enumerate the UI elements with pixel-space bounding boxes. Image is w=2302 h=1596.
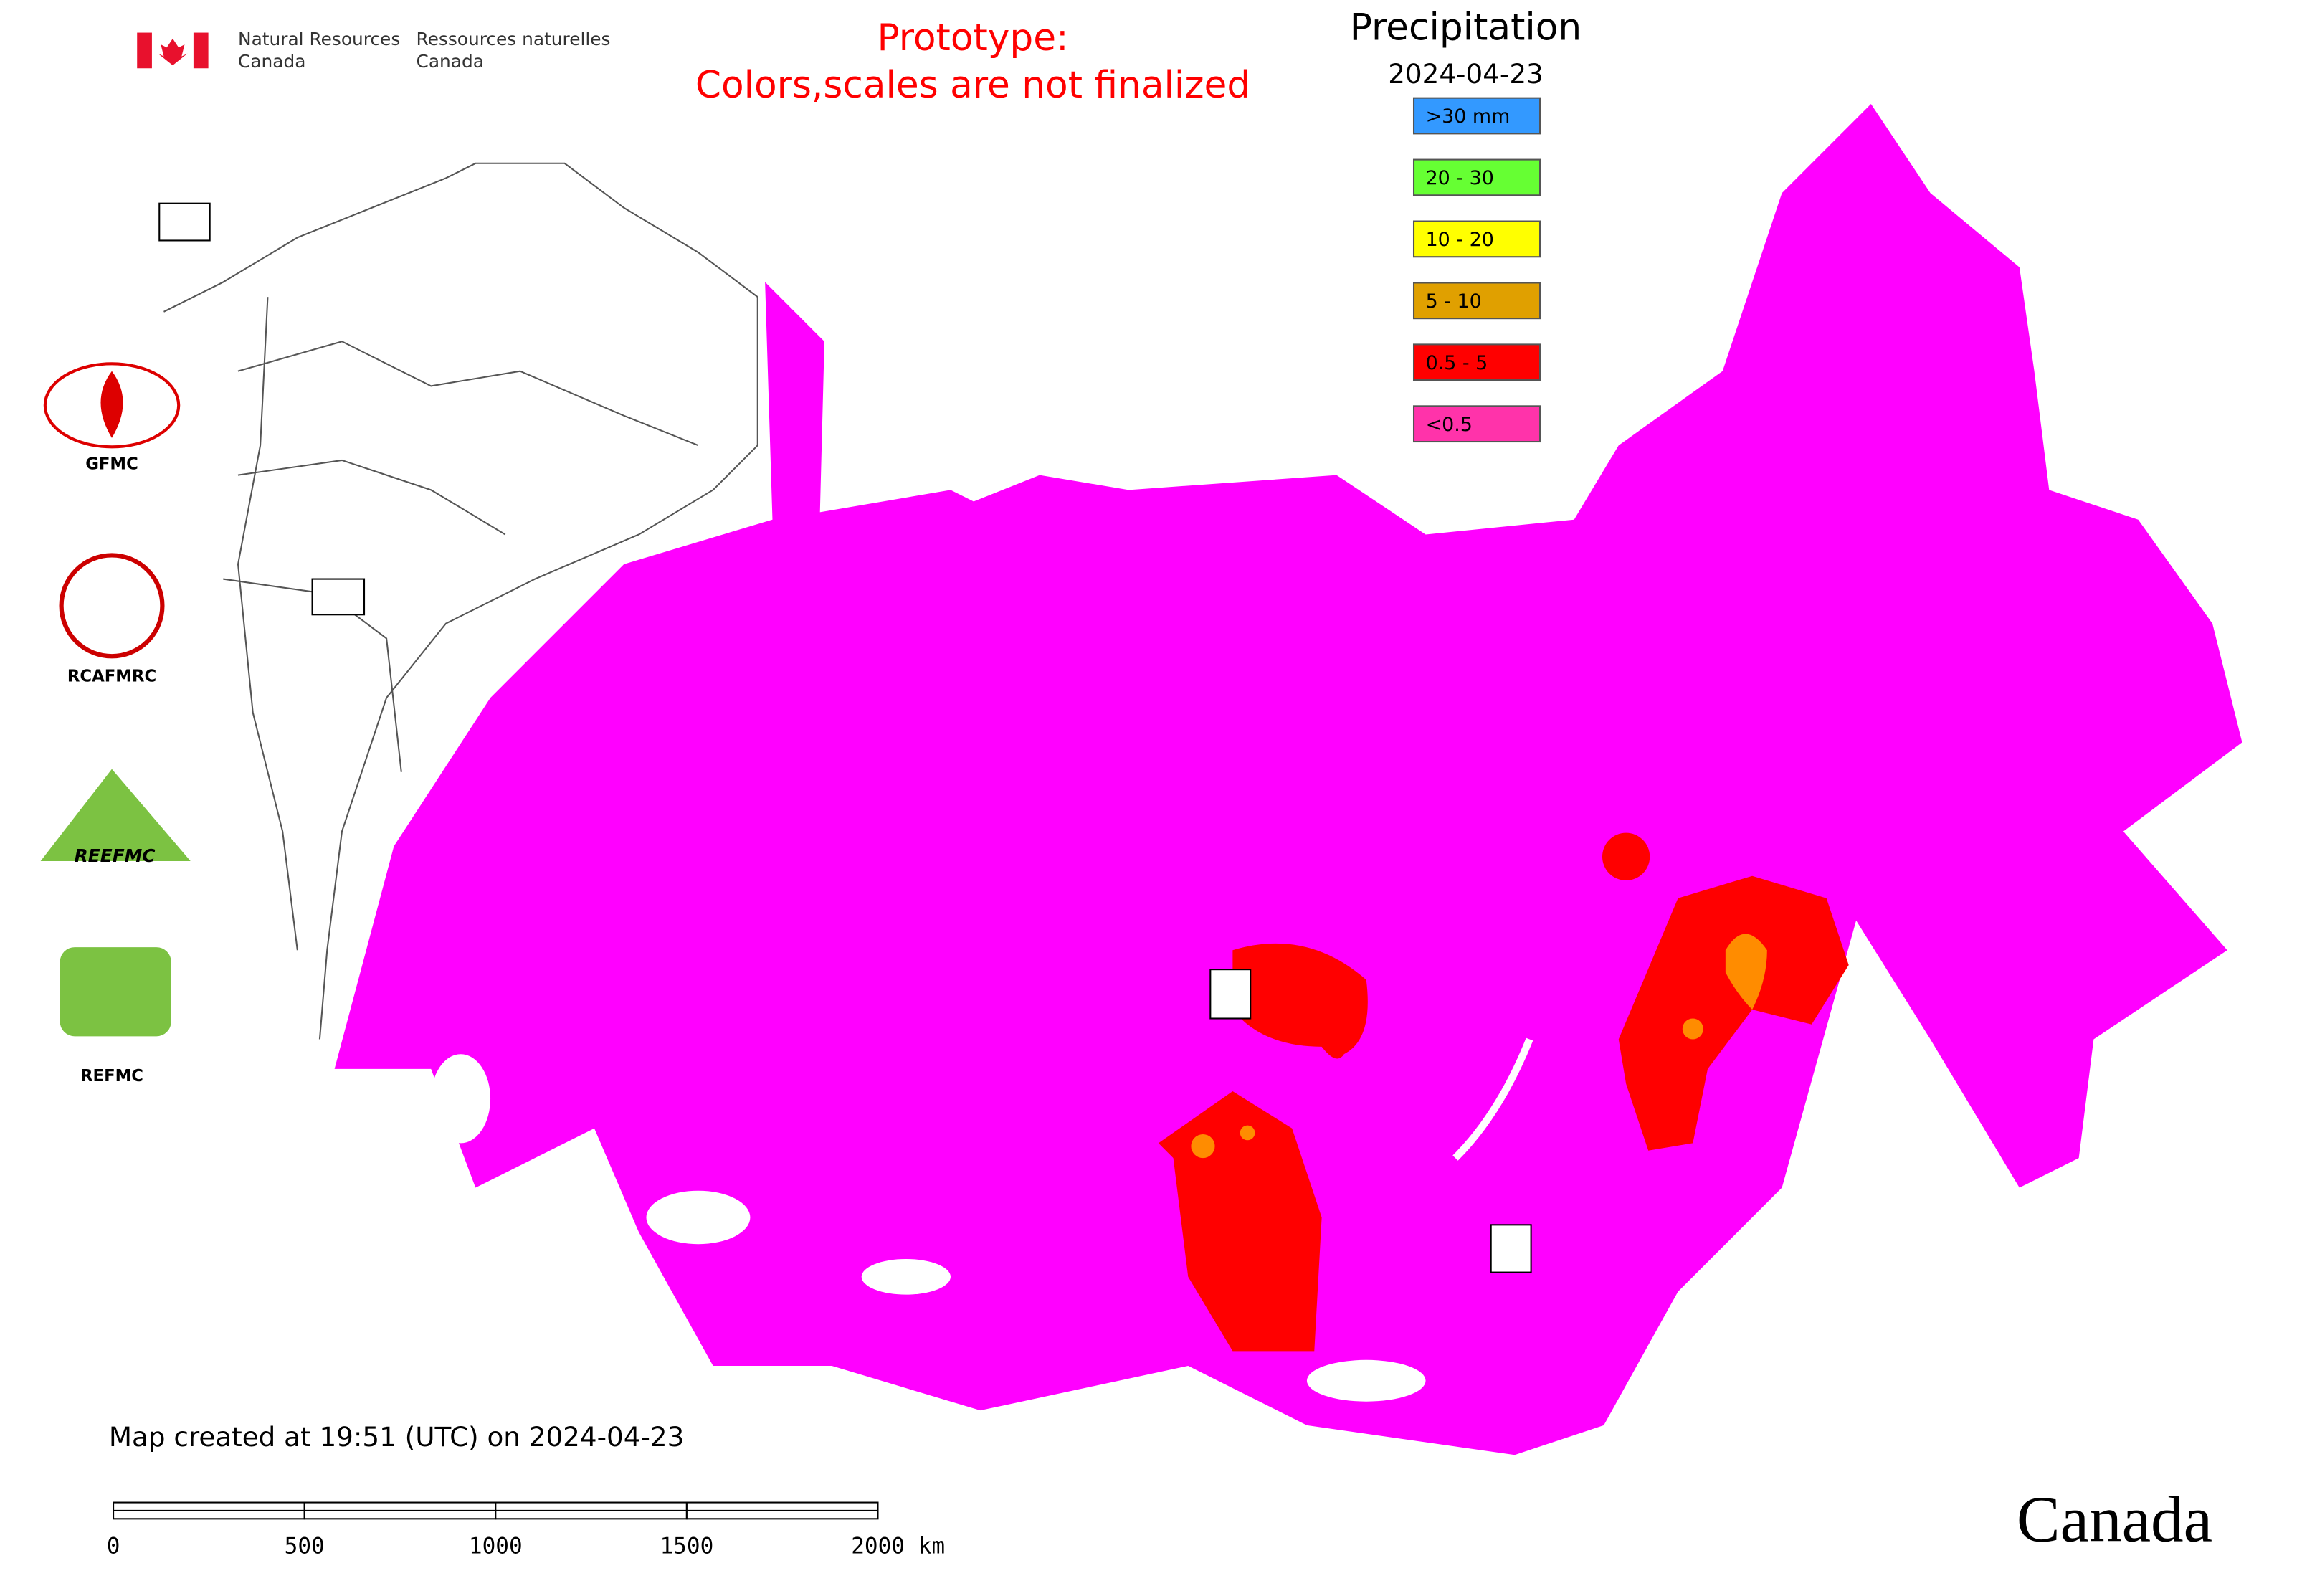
- legend-swatch: [1412, 158, 1541, 196]
- legend-label: 5 - 10: [1426, 290, 1482, 313]
- legend-swatch: [1412, 405, 1541, 443]
- flag-logo: [137, 32, 209, 69]
- prototype-note: Prototype:: [877, 16, 1068, 60]
- legend-label: 10 - 20: [1426, 229, 1494, 251]
- legend-label: 20 - 30: [1426, 167, 1494, 189]
- legend-swatch: [1412, 343, 1541, 381]
- scale-label: 0: [107, 1534, 120, 1559]
- legend-date: 2024-04-23: [1388, 58, 1544, 90]
- logo-label: RCAFMRC: [67, 668, 156, 686]
- land-precip-low: [334, 103, 2242, 1455]
- lake: [1452, 1037, 1533, 1161]
- legend-label: >30 mm: [1426, 105, 1511, 128]
- scale-label: 1000: [469, 1534, 523, 1559]
- island: [965, 475, 1129, 550]
- legend-label: 0.5 - 5: [1426, 352, 1488, 374]
- dept-fr: Ressources naturelles: [417, 29, 611, 49]
- legend-swatch: [1412, 97, 1541, 135]
- logo-rcafmrc: [59, 553, 165, 659]
- canada-wordmark: Canada: [2017, 1483, 2212, 1556]
- scale-bar: 0 500 1000 1500 2000 km: [107, 1501, 945, 1559]
- precip-5-10: [1191, 934, 1767, 1159]
- legend-label: <0.5: [1426, 414, 1473, 436]
- created-note: Map created at 19:51 (UTC) on 2024-04-23: [109, 1421, 684, 1453]
- logo-gfmc: [100, 371, 123, 438]
- logo-label: REEFMC: [75, 845, 156, 866]
- island: [1989, 802, 2168, 951]
- legend-swatch: [1412, 220, 1541, 258]
- scale-label: 500: [285, 1534, 325, 1559]
- legend: >30 mm 20 - 30 10 - 20 5 - 10 0.5 - 5 <0.5: [1412, 97, 1541, 443]
- dept-fr: Canada: [417, 51, 484, 72]
- white-patches: [431, 1054, 1426, 1402]
- center-markers: [158, 202, 1532, 1273]
- dept-en: Canada: [238, 51, 305, 72]
- logo-reefmc: [40, 769, 191, 862]
- scale-label: 2000 km: [851, 1534, 945, 1559]
- prototype-note: Colors,scales are not finalized: [695, 64, 1250, 107]
- logo-label: REFMC: [80, 1067, 143, 1086]
- logo-gfmc: [43, 362, 181, 449]
- logo-refmc: [60, 947, 171, 1037]
- logo-label: GFMC: [85, 455, 138, 474]
- legend-swatch: [1412, 282, 1541, 320]
- dept-en: Natural Resources: [238, 29, 400, 49]
- legend-title: Precipitation: [1350, 6, 1582, 49]
- scale-label: 1500: [660, 1534, 713, 1559]
